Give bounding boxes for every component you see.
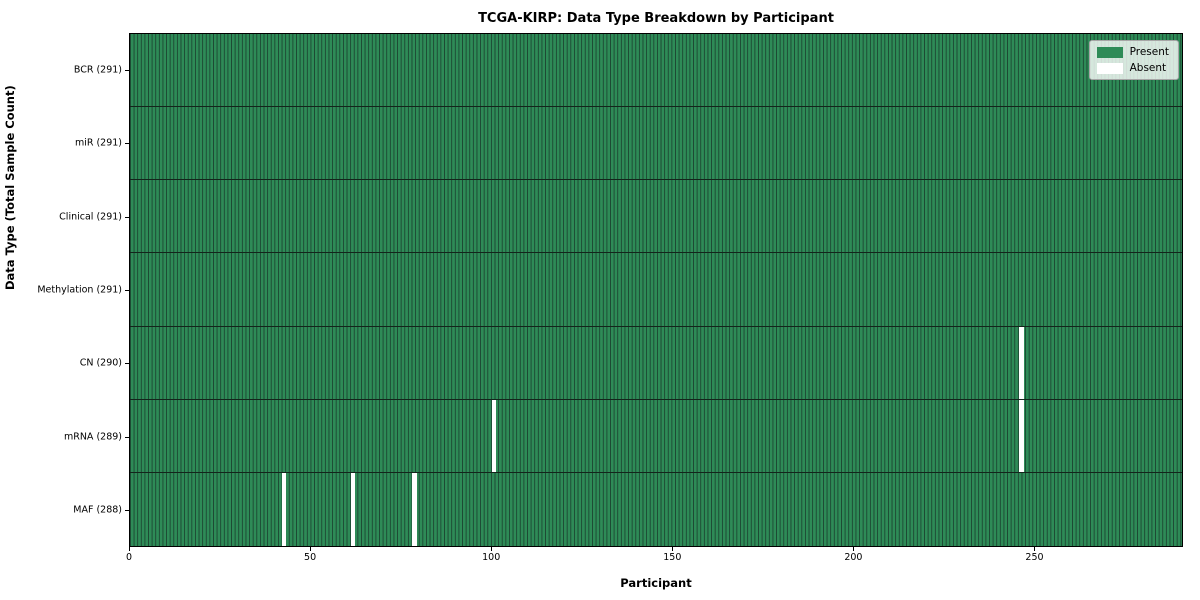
x-tick-label: 0 — [125, 552, 133, 563]
y-tick-mark — [125, 290, 129, 291]
y-tick-mark — [125, 69, 129, 71]
x-tick-mark — [129, 547, 130, 551]
x-tick-label: 150 — [663, 552, 682, 563]
plot-area — [129, 33, 1183, 547]
row-methylation — [130, 253, 1182, 327]
x-tick-label: 50 — [304, 552, 317, 563]
x-tick-mark — [853, 547, 855, 551]
absent-cell — [1019, 399, 1024, 472]
absent-cell — [1019, 326, 1024, 399]
x-tick-mark — [491, 547, 493, 551]
y-tick-mark — [125, 216, 129, 218]
x-tick-mark — [310, 547, 312, 551]
absent-cell — [411, 472, 417, 546]
legend-swatch-present — [1096, 46, 1123, 58]
y-tick-label: mRNA (289) — [63, 431, 122, 443]
row-maf — [130, 472, 1182, 546]
y-tick-mark — [125, 143, 129, 145]
chart-title: TCGA-KIRP: Data Type Breakdown by Partic… — [478, 11, 834, 26]
y-tick-mark — [125, 363, 129, 365]
absent-cell — [350, 472, 356, 546]
absent-cell — [491, 399, 497, 472]
legend-item-absent: Absent — [1096, 62, 1169, 74]
row-mir — [130, 107, 1182, 181]
row-mrna — [130, 399, 1182, 473]
y-tick-label: Clinical (291) — [59, 211, 122, 223]
x-tick-label: 100 — [482, 552, 501, 563]
row-bcr — [130, 34, 1182, 108]
absent-cell — [281, 472, 287, 546]
y-tick-label: miR (291) — [74, 137, 122, 149]
legend-swatch-absent — [1096, 62, 1123, 74]
y-tick-label: Methylation (291) — [37, 284, 122, 296]
x-tick-mark — [1034, 547, 1036, 551]
y-tick-label: CN (290) — [79, 357, 122, 369]
x-tick-label: 200 — [844, 552, 863, 563]
y-tick-mark — [125, 436, 129, 438]
y-axis-label: Data Type (Total Sample Count) — [3, 85, 17, 290]
legend-label: Absent — [1129, 62, 1167, 74]
row-cn — [130, 326, 1182, 400]
y-tick-mark — [125, 510, 129, 512]
row-clinical — [130, 180, 1182, 254]
x-axis-label: Participant — [620, 576, 692, 590]
legend-label: Present — [1129, 46, 1169, 58]
x-tick-mark — [672, 547, 674, 551]
legend-item-present: Present — [1096, 46, 1169, 58]
legend: Present Absent — [1088, 40, 1179, 80]
y-tick-label: BCR (291) — [73, 64, 122, 76]
y-tick-label: MAF (288) — [73, 504, 122, 516]
x-tick-label: 250 — [1025, 552, 1044, 563]
